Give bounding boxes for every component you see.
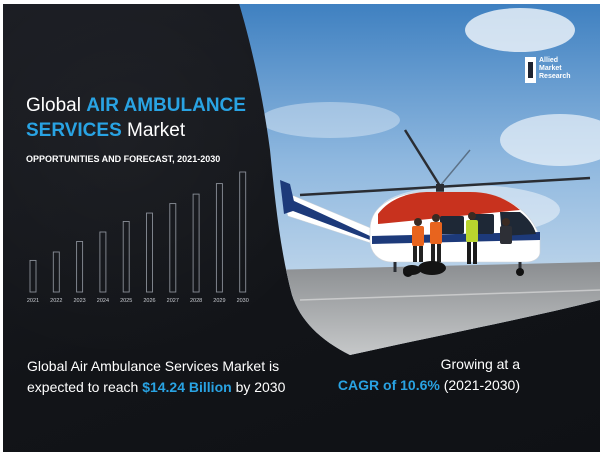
bar-2029 [215,183,223,293]
year-label-2030: 2030 [237,298,249,304]
bar-2030 [239,171,247,293]
statement-suffix: by 2030 [235,379,286,395]
title-accent-1: AIR AMBULANCE [86,95,246,116]
statement-prefix: expected to reach [27,379,139,395]
brand-mark-icon [525,57,536,83]
year-label-2027: 2027 [167,298,179,304]
year-label-2023: 2023 [73,298,85,304]
forecast-bar-chart: 2021 2022 2023 2024 2025 2026 2027 2028 2029 2030 [27,171,249,304]
title-plain-1: Global [26,95,81,116]
year-label-2024: 2024 [97,298,109,304]
cagr-period: (2021-2030) [443,377,520,393]
brand-line-1: Allied [539,57,559,64]
bar-2022 [52,251,60,293]
year-label-2028: 2028 [190,298,202,304]
bar-2021 [29,259,37,293]
year-label-2025: 2025 [120,298,132,304]
growth-statement: Growing at a CAGR of 10.6% (2021-2030) [338,354,520,396]
year-label-2029: 2029 [213,298,225,304]
left-edge [0,0,3,452]
bar-2026 [146,212,153,293]
bar-2025 [122,221,130,293]
title-line-2: SERVICES Market [26,120,185,142]
bar-2024 [99,231,107,293]
year-label-2026: 2026 [143,298,155,304]
brand-line-3: Research [539,73,571,80]
year-label-2022: 2022 [50,298,62,304]
brand-logo: Allied Market Research [525,57,571,83]
bar-2028 [192,193,200,293]
statement-line-2: expected to reach $14.24 Billion by 2030 [27,377,285,398]
growth-line-2: CAGR of 10.6% (2021-2030) [338,375,520,396]
statement-line-1: Global Air Ambulance Services Market is [27,358,280,374]
top-edge [0,0,600,4]
title-plain-2: Market [127,120,186,141]
title-accent-2: SERVICES [26,120,122,141]
bar-2027 [169,203,177,293]
market-value: $14.24 Billion [142,379,232,395]
year-label-2021: 2021 [27,298,39,304]
cagr-value: CAGR of 10.6% [337,377,440,393]
subtitle: OPPORTUNITIES AND FORECAST, 2021-2030 [26,154,221,164]
brand-line-2: Market [539,65,562,72]
brand-name: Allied Market Research [539,57,571,81]
title-line-1: Global AIR AMBULANCE [26,95,246,117]
bar-2023 [76,241,84,293]
growth-line-1: Growing at a [440,356,520,372]
market-statement: Global Air Ambulance Services Market is … [27,356,285,398]
